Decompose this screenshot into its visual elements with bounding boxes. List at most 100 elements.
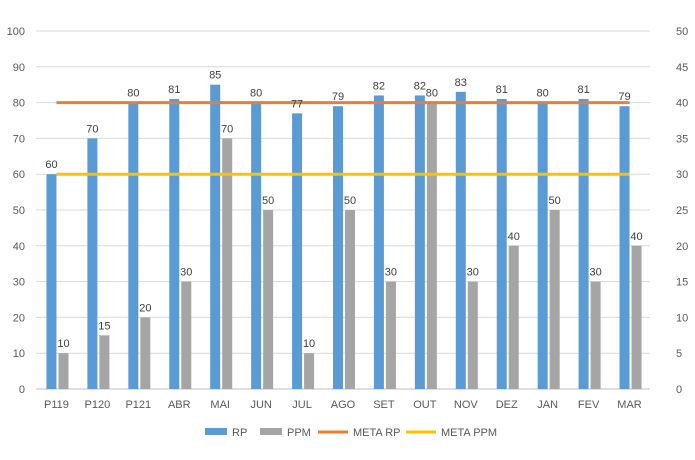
bar-rp-p120 <box>87 138 98 389</box>
left-tick-label: 50 <box>13 205 25 217</box>
left-tick-label: 70 <box>13 133 25 145</box>
bar-rp-p121 <box>128 102 139 389</box>
left-tick-label: 30 <box>13 277 25 289</box>
data-label-ppm: 20 <box>139 302 151 314</box>
bar-rp-nov <box>455 91 466 390</box>
right-tick-label: 15 <box>676 277 688 289</box>
legend-label: PPM <box>287 427 311 439</box>
legend-item-meta-rp: META RP <box>318 427 400 439</box>
bar-rp-p119 <box>46 174 57 389</box>
category-label: DEZ <box>496 399 518 411</box>
bar-ppm-nov <box>467 281 478 389</box>
legend-item-ppm: PPM <box>260 427 311 439</box>
left-tick-label: 0 <box>19 384 25 396</box>
bar-ppm-jan <box>549 210 560 389</box>
bar-rp-mar <box>619 106 630 390</box>
data-label-ppm: 15 <box>98 320 110 332</box>
bar-rp-set <box>373 95 384 389</box>
data-label-ppm: 40 <box>630 231 642 243</box>
category-label: OUT <box>413 399 437 411</box>
data-label-rp: 79 <box>332 91 344 103</box>
data-label-ppm: 70 <box>221 123 233 135</box>
right-tick-label: 0 <box>676 384 682 396</box>
data-labels: 60 70 80 81 85 80 77 79 82 82 83 81 80 81 79 10 15 20 30 70… <box>45 70 642 351</box>
bar-ppm-set <box>385 281 396 389</box>
data-label-rp: 81 <box>496 84 508 96</box>
data-label-rp: 70 <box>86 123 98 135</box>
bar-ppm-dez <box>508 245 519 389</box>
right-tick-label: 30 <box>676 169 688 181</box>
data-label-ppm: 10 <box>303 338 315 350</box>
category-label: JUL <box>292 399 312 411</box>
right-tick-label: 40 <box>676 98 688 110</box>
left-tick-label: 40 <box>13 241 25 253</box>
category-label: JAN <box>537 399 558 411</box>
bar-rp-jul <box>292 113 303 389</box>
left-tick-label: 80 <box>13 98 25 110</box>
data-label-rp: 82 <box>373 80 385 92</box>
bar-ppm-p120 <box>99 335 110 389</box>
category-label: SET <box>373 399 395 411</box>
right-tick-label: 50 <box>676 26 688 38</box>
data-label-ppm: 30 <box>589 267 601 279</box>
data-label-rp: 82 <box>414 80 426 92</box>
legend: RP PPM META RP META PPM <box>205 427 497 439</box>
data-label-rp: 85 <box>209 70 221 82</box>
bar-ppm-mai <box>222 138 233 389</box>
left-axis-ticks: 0 10 20 30 40 50 60 70 80 90 100 <box>7 26 25 396</box>
bar-rp-abr <box>169 99 180 390</box>
legend-item-rp: RP <box>205 427 247 439</box>
right-tick-label: 35 <box>676 133 688 145</box>
data-label-rp: 60 <box>45 159 57 171</box>
data-label-rp: 81 <box>168 84 180 96</box>
bar-rp-out <box>414 95 425 389</box>
right-tick-label: 25 <box>676 205 688 217</box>
data-label-ppm: 10 <box>57 338 69 350</box>
data-label-rp: 80 <box>250 88 262 100</box>
category-label: ABR <box>168 399 191 411</box>
data-label-rp: 79 <box>618 91 630 103</box>
data-label-ppm: 50 <box>549 195 561 207</box>
data-label-rp: 81 <box>577 84 589 96</box>
data-label-ppm: 30 <box>467 267 479 279</box>
bar-ppm-abr <box>181 281 192 389</box>
legend-label: RP <box>232 427 247 439</box>
bar-ppm-ago <box>345 210 355 389</box>
category-label: JUN <box>250 399 271 411</box>
right-tick-label: 45 <box>676 62 688 74</box>
category-label: MAR <box>617 399 642 411</box>
left-tick-label: 90 <box>13 62 25 74</box>
category-label: AGO <box>331 399 356 411</box>
bar-rp-fev <box>578 99 589 390</box>
right-tick-label: 10 <box>676 312 688 324</box>
left-tick-label: 10 <box>13 348 25 360</box>
data-label-ppm: 80 <box>426 88 438 100</box>
left-tick-label: 100 <box>7 26 25 38</box>
data-label-rp: 80 <box>127 88 139 100</box>
data-label-ppm: 40 <box>508 231 520 243</box>
bar-ppm-jun <box>263 210 274 389</box>
bar-rp-ago <box>333 106 343 390</box>
category-label: FEV <box>578 399 600 411</box>
data-label-ppm: 50 <box>262 195 274 207</box>
category-label: P119 <box>44 399 69 411</box>
right-tick-label: 20 <box>676 241 688 253</box>
legend-item-meta-ppm: META PPM <box>406 427 497 439</box>
legend-label: META RP <box>353 427 400 439</box>
bar-rp-dez <box>496 99 507 390</box>
data-label-rp: 80 <box>537 88 549 100</box>
bar-ppm-p121 <box>140 317 151 389</box>
bar-ppm-out <box>426 102 437 389</box>
bar-ppm-mar <box>631 245 642 389</box>
legend-label: META PPM <box>441 427 497 439</box>
data-label-ppm: 30 <box>385 267 397 279</box>
data-label-ppm: 30 <box>180 267 192 279</box>
left-tick-label: 60 <box>13 169 25 181</box>
bar-rp-jun <box>251 102 262 389</box>
right-axis-ticks: 0 5 10 15 20 25 30 35 40 45 50 <box>676 26 688 396</box>
bar-ppm-fev <box>590 281 601 389</box>
legend-swatch <box>260 428 282 435</box>
data-label-rp: 83 <box>455 77 467 89</box>
